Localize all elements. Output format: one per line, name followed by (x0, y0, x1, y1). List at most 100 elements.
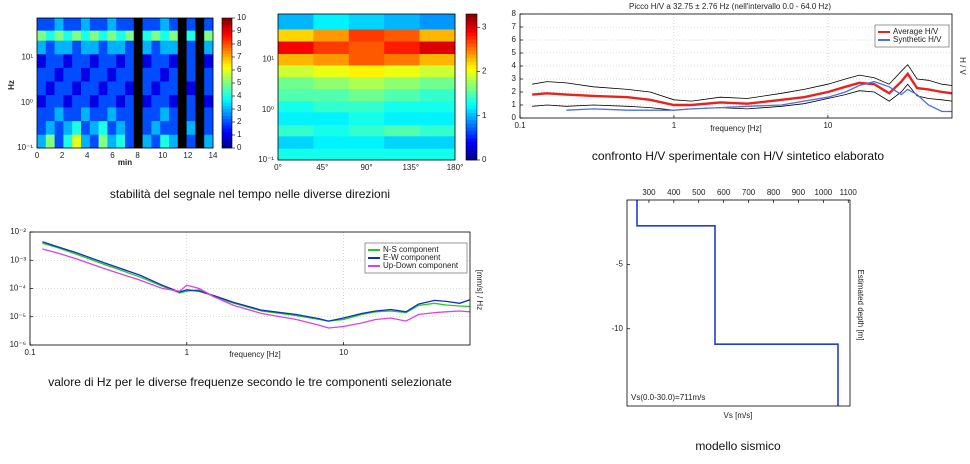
y-tick-label: 10⁰ (21, 98, 33, 107)
colorbar-step (466, 35, 477, 40)
heat-cell (107, 30, 117, 41)
heat-cell (89, 134, 99, 149)
y-axis-label: [mm/s] / Hz (475, 270, 484, 310)
heat-cell (151, 94, 161, 108)
heat-cell (278, 29, 314, 42)
colorbar-step (466, 123, 477, 128)
heat-cell (45, 67, 55, 82)
heat-cell (98, 94, 108, 108)
colorbar-step (466, 39, 477, 44)
colorbar-step (222, 34, 232, 38)
x-tick-label: 45° (316, 163, 328, 172)
heat-cell (133, 134, 143, 149)
y-tick-label: 10⁻³ (10, 255, 26, 264)
heat-cell (169, 81, 179, 96)
heat-cell (81, 18, 91, 31)
heat-cell (313, 65, 350, 78)
heat-cell (98, 40, 108, 55)
heat-cell (81, 81, 91, 96)
heat-cell (72, 81, 82, 96)
heat-cell (278, 112, 314, 126)
heat-cell (125, 53, 135, 68)
heat-cell (98, 107, 108, 122)
heat-cell (116, 53, 126, 68)
heat-cell (313, 124, 350, 137)
heat-cell (384, 148, 420, 161)
colorbar-step (222, 131, 232, 136)
heat-cell (133, 107, 143, 122)
heat-cell (186, 134, 196, 149)
colorbar-label: 3 (482, 22, 487, 31)
x-tick-label: 12 (183, 151, 192, 160)
colorbar-step (466, 54, 477, 59)
heat-cell (186, 30, 196, 41)
line-series (532, 64, 953, 102)
heat-cell (37, 18, 47, 31)
heat-cell (81, 30, 91, 41)
heat-cell (169, 53, 179, 68)
colorbar-step (222, 27, 232, 32)
colorbar-step (222, 73, 232, 77)
heat-cell (133, 120, 143, 135)
heat-cell (142, 53, 152, 68)
y-tick-label: 3 (512, 74, 517, 83)
heat-cell (125, 30, 135, 41)
heat-cell (142, 94, 152, 108)
x-tick-label: 8 (135, 151, 140, 160)
heat-cell (348, 29, 385, 42)
heat-cell (160, 40, 170, 55)
heat-cell (72, 67, 82, 82)
heat-cell (419, 136, 456, 149)
heat-cell (89, 94, 99, 108)
heat-cell (63, 40, 73, 55)
colorbar-step (466, 61, 477, 66)
heat-cell (204, 53, 214, 68)
heat-cell (195, 30, 205, 41)
heat-cell (348, 53, 385, 66)
heat-cell (177, 40, 187, 55)
plot-frame (29, 231, 471, 346)
heat-cell (45, 30, 55, 41)
colorbar-step (466, 46, 477, 51)
x-tick-label: 0.1 (24, 348, 36, 357)
colorbar-step (222, 24, 232, 29)
colorbar-step (466, 21, 477, 26)
heat-cell (204, 94, 214, 108)
colorbar-step (222, 125, 232, 129)
heat-cell (160, 81, 170, 96)
heat-cell (348, 41, 385, 54)
heat-cell (169, 30, 179, 41)
heat-cell (72, 30, 82, 41)
colorbar-label: 0 (482, 155, 487, 164)
colorbar-step (222, 40, 232, 45)
heat-cell (107, 53, 117, 68)
heat-cell (195, 53, 205, 68)
x-tick-label: 10 (339, 348, 348, 357)
colorbar-step (466, 65, 477, 70)
colorbar-step (466, 68, 477, 73)
y-tick-label: 5 (512, 48, 517, 57)
colorbar-step (222, 122, 232, 126)
colorbar-step (222, 18, 232, 22)
heat-cell (278, 124, 314, 137)
heat-cell (54, 30, 64, 41)
x-tick-label: 500 (692, 188, 706, 197)
heat-cell (151, 30, 161, 41)
heat-cell (107, 67, 117, 82)
heat-cell (116, 120, 126, 135)
heat-cell (125, 94, 135, 108)
heat-cell (45, 18, 55, 31)
heat-cell (151, 107, 161, 122)
heat-cell (37, 94, 47, 108)
heat-cell (313, 14, 350, 30)
heat-cell (142, 18, 152, 31)
heat-cell (419, 88, 456, 102)
caption: valore di Hz per le diverse frequenze se… (48, 375, 452, 389)
heat-cell (89, 18, 99, 31)
heat-cell (151, 40, 161, 55)
line-series (42, 248, 471, 329)
legend-label: Up-Down component (383, 261, 459, 270)
y-tick-label: 10⁻¹ (17, 143, 33, 152)
colorbar-label: 8 (237, 39, 242, 48)
heat-cell (419, 148, 456, 161)
